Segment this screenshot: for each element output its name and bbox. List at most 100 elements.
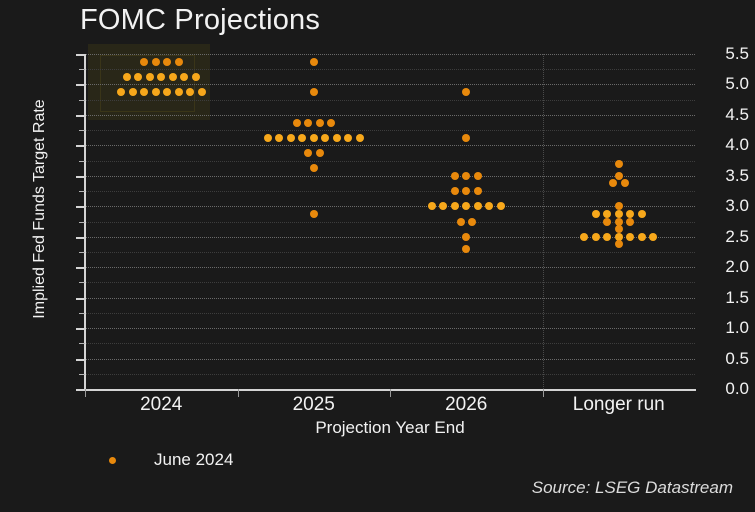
y-tick-label: 2.5 [725, 226, 749, 246]
data-point-dot [462, 202, 471, 211]
y-tick-mark [76, 114, 85, 117]
data-point-dot [614, 202, 623, 211]
data-point-dot [450, 187, 459, 196]
data-point-dot [191, 72, 200, 81]
x-tick-label-2024: 2024 [140, 394, 183, 415]
y-tick-mark-minor [79, 373, 85, 375]
y-tick-mark-minor [79, 69, 85, 71]
data-point-dot [614, 171, 623, 180]
data-point-dot [439, 202, 448, 211]
data-point-dot [163, 57, 171, 66]
data-point-dot [157, 72, 166, 81]
gridline-major [85, 114, 695, 116]
data-point-dot [275, 133, 284, 142]
gridline-major [85, 297, 695, 299]
gridline-major [85, 175, 695, 177]
data-point-dot [580, 232, 589, 241]
x-tick-mark [542, 389, 544, 397]
data-point-dot [309, 133, 318, 142]
y-tick-mark [76, 175, 85, 178]
gridline-minor [85, 373, 695, 375]
data-point-dot [163, 88, 171, 97]
data-point-dot [649, 232, 658, 241]
y-tick-label: 1.0 [725, 318, 749, 338]
data-point-dot [614, 159, 623, 168]
y-tick-mark [76, 145, 85, 148]
gridline-minor [85, 99, 695, 101]
data-point-dot [603, 232, 612, 241]
data-point-dot [315, 148, 324, 157]
gridline-major [85, 84, 695, 86]
data-point-dot [140, 57, 148, 66]
data-point-dot [427, 202, 436, 211]
x-tick-mark [237, 389, 239, 397]
x-tick-label-longer-run: Longer run [572, 394, 665, 415]
gridline-minor [85, 160, 695, 162]
data-point-dot [122, 72, 131, 81]
data-point-dot [292, 118, 301, 127]
y-tick-mark [76, 297, 85, 300]
y-tick-label: 3.5 [725, 165, 749, 185]
y-tick-mark [76, 54, 85, 56]
data-point-dot [450, 202, 459, 211]
y-tick-label: 4.5 [725, 104, 749, 124]
data-point-dot [298, 133, 307, 142]
category-separator [542, 54, 544, 389]
data-point-dot [309, 164, 318, 173]
data-point-dot [637, 209, 646, 218]
y-axis-title: Implied Fed Funds Target Rate [31, 99, 48, 319]
gridline-major [85, 54, 695, 55]
gridline-major [85, 328, 695, 330]
y-tick-label: 5.5 [725, 44, 749, 63]
data-point-dot [145, 72, 154, 81]
data-point-dot [614, 209, 623, 218]
data-point-dot [614, 232, 623, 241]
data-point-dot [168, 72, 177, 81]
y-axis-line [84, 54, 86, 390]
y-tick-mark [76, 236, 85, 239]
y-tick-mark-minor [79, 130, 85, 132]
legend-marker-icon [109, 456, 116, 464]
y-tick-label: 5.0 [725, 74, 749, 94]
chart-title: FOMC Projections [80, 4, 321, 36]
x-axis-title: Projection Year End [315, 418, 465, 437]
y-tick-mark-minor [79, 282, 85, 284]
source-attribution: Source: LSEG Datastream [531, 478, 733, 497]
data-point-dot [473, 171, 482, 180]
gridline-major [85, 267, 695, 269]
gridline-minor [85, 69, 695, 71]
data-point-dot [473, 202, 482, 211]
gridline-minor [85, 312, 695, 314]
gridline-major [85, 145, 695, 147]
y-tick-label: 2.0 [725, 257, 749, 277]
gridline-major [85, 206, 695, 208]
y-tick-mark [76, 358, 85, 361]
x-tick-mark [85, 389, 86, 397]
y-tick-mark [76, 328, 85, 331]
gridline-minor [85, 343, 695, 345]
y-tick-mark-minor [79, 160, 85, 162]
data-point-dot [462, 232, 471, 241]
data-point-dot [174, 88, 183, 97]
data-point-dot [626, 217, 635, 226]
gridline-minor [85, 221, 695, 223]
data-point-dot [496, 202, 505, 211]
y-tick-label: 3.0 [725, 196, 749, 216]
y-tick-mark [76, 206, 85, 209]
data-point-dot [603, 217, 612, 226]
data-point-dot [637, 232, 646, 241]
data-point-dot [304, 148, 312, 157]
data-point-dot [174, 57, 183, 66]
data-point-dot [609, 179, 617, 188]
data-point-dot [332, 133, 341, 142]
data-point-dot [309, 88, 318, 97]
data-point-dot [286, 133, 295, 142]
data-point-dot [603, 209, 612, 218]
data-point-dot [151, 88, 160, 97]
data-point-dot [456, 217, 465, 226]
data-point-dot [128, 88, 137, 97]
data-point-dot [151, 57, 160, 66]
data-point-dot [315, 118, 324, 127]
plot-area [85, 54, 695, 390]
